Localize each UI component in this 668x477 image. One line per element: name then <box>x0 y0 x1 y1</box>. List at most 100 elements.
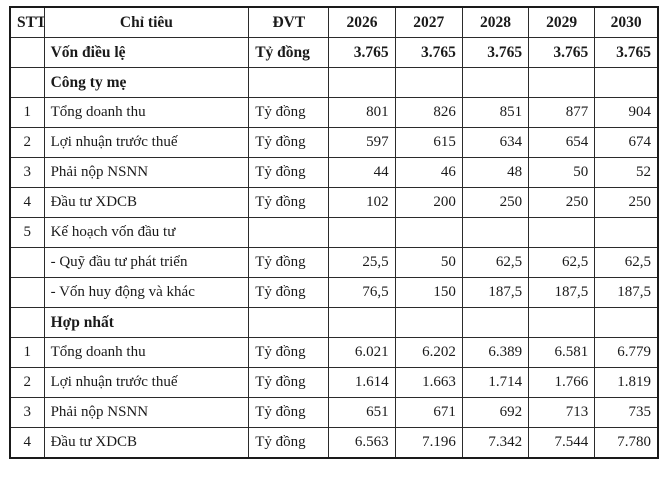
value-cell-2027: 1.663 <box>394 367 463 398</box>
value-cell-2026: 76,5 <box>328 277 396 308</box>
column-header-stt: STT <box>9 6 45 38</box>
value-cell-2029: 50 <box>528 157 596 188</box>
value-cell-2029 <box>528 217 596 248</box>
value-cell-2026: 6.021 <box>328 337 396 368</box>
value-cell-2027: 50 <box>394 247 463 278</box>
value-cell-2027: 671 <box>394 397 463 428</box>
table-row: Hợp nhất <box>9 307 659 338</box>
table-header: STT Chỉ tiêu ĐVT 2026 2027 2028 2029 2030 <box>9 6 659 38</box>
table-row: 3 Phải nộp NSNN Tỷ đồng 651 671 692 713 735 <box>9 397 659 428</box>
unit-cell <box>248 307 330 338</box>
value-cell-2026: 6.563 <box>328 427 396 459</box>
value-cell-2030 <box>594 217 659 248</box>
value-cell-2026: 102 <box>328 187 396 218</box>
value-cell-2027: 6.202 <box>394 337 463 368</box>
table-row: 2 Lợi nhuận trước thuế Tỷ đồng 597 615 634 654… <box>9 127 659 158</box>
value-cell-2030: 62,5 <box>594 247 659 278</box>
table-row: Công ty mẹ <box>9 67 659 98</box>
table-row: 1 Tổng doanh thu Tỷ đồng 801 826 851 877 904 <box>9 97 659 128</box>
table-row: 1 Tổng doanh thu Tỷ đồng 6.021 6.202 6.389 6.5… <box>9 337 659 368</box>
value-cell-2028: 634 <box>461 127 530 158</box>
value-cell-2029: 3.765 <box>528 37 596 68</box>
value-cell-2030 <box>594 307 659 338</box>
value-cell-2027 <box>394 67 463 98</box>
value-cell-2028: 7.342 <box>461 427 530 459</box>
value-cell-2029: 654 <box>528 127 596 158</box>
value-cell-2028: 1.714 <box>461 367 530 398</box>
value-cell-2028 <box>461 217 530 248</box>
value-cell-2029: 62,5 <box>528 247 596 278</box>
column-header-chi-tieu: Chỉ tiêu <box>43 6 250 38</box>
label-cell: Đầu tư XDCB <box>43 187 250 218</box>
value-cell-2030: 250 <box>594 187 659 218</box>
label-cell: Tổng doanh thu <box>43 337 250 368</box>
unit-cell <box>248 217 330 248</box>
table-row: 4 Đầu tư XDCB Tỷ đồng 6.563 7.196 7.342 7.544 7… <box>9 427 659 459</box>
value-cell-2028: 48 <box>461 157 530 188</box>
value-cell-2030: 52 <box>594 157 659 188</box>
stt-cell <box>9 67 45 98</box>
label-cell: - Quỹ đầu tư phát triển <box>43 247 250 278</box>
stt-cell: 3 <box>9 397 45 428</box>
table-row: 4 Đầu tư XDCB Tỷ đồng 102 200 250 250 250 <box>9 187 659 218</box>
value-cell-2030: 674 <box>594 127 659 158</box>
value-cell-2028: 851 <box>461 97 530 128</box>
value-cell-2029 <box>528 67 596 98</box>
value-cell-2026: 3.765 <box>328 37 396 68</box>
value-cell-2029: 7.544 <box>528 427 596 459</box>
stt-cell: 4 <box>9 187 45 218</box>
label-cell: Kế hoạch vốn đầu tư <box>43 217 250 248</box>
unit-cell: Tỷ đồng <box>248 397 330 428</box>
column-header-2030: 2030 <box>594 6 659 38</box>
stt-cell: 2 <box>9 127 45 158</box>
value-cell-2029: 1.766 <box>528 367 596 398</box>
value-cell-2028 <box>461 307 530 338</box>
value-cell-2030: 904 <box>594 97 659 128</box>
label-cell: Lợi nhuận trước thuế <box>43 367 250 398</box>
table-body: Vốn điều lệ Tỷ đồng 3.765 3.765 3.765 3.765 3.… <box>9 37 659 459</box>
value-cell-2029: 6.581 <box>528 337 596 368</box>
label-cell: - Vốn huy động và khác <box>43 277 250 308</box>
stt-cell <box>9 37 45 68</box>
stt-cell <box>9 277 45 308</box>
value-cell-2030: 3.765 <box>594 37 659 68</box>
stt-cell: 3 <box>9 157 45 188</box>
value-cell-2027: 7.196 <box>394 427 463 459</box>
table-row: - Vốn huy động và khác Tỷ đồng 76,5 150 187,… <box>9 277 659 308</box>
unit-cell: Tỷ đồng <box>248 337 330 368</box>
stt-cell: 1 <box>9 337 45 368</box>
value-cell-2027: 615 <box>394 127 463 158</box>
label-cell: Lợi nhuận trước thuế <box>43 127 250 158</box>
value-cell-2029: 187,5 <box>528 277 596 308</box>
stt-cell: 2 <box>9 367 45 398</box>
unit-cell <box>248 67 330 98</box>
value-cell-2026 <box>328 307 396 338</box>
column-header-2029: 2029 <box>528 6 596 38</box>
value-cell-2028: 6.389 <box>461 337 530 368</box>
value-cell-2028: 692 <box>461 397 530 428</box>
unit-cell: Tỷ đồng <box>248 427 330 459</box>
value-cell-2030: 7.780 <box>594 427 659 459</box>
unit-cell: Tỷ đồng <box>248 127 330 158</box>
table-row: 2 Lợi nhuận trước thuế Tỷ đồng 1.614 1.663 1.… <box>9 367 659 398</box>
stt-cell <box>9 247 45 278</box>
value-cell-2029: 713 <box>528 397 596 428</box>
value-cell-2030 <box>594 67 659 98</box>
value-cell-2026: 801 <box>328 97 396 128</box>
value-cell-2029 <box>528 307 596 338</box>
table-row: Vốn điều lệ Tỷ đồng 3.765 3.765 3.765 3.765 3.… <box>9 37 659 68</box>
value-cell-2028: 3.765 <box>461 37 530 68</box>
value-cell-2027 <box>394 307 463 338</box>
unit-cell: Tỷ đồng <box>248 367 330 398</box>
label-cell: Phải nộp NSNN <box>43 397 250 428</box>
unit-cell: Tỷ đồng <box>248 157 330 188</box>
label-cell: Vốn điều lệ <box>43 37 250 68</box>
unit-cell: Tỷ đồng <box>248 97 330 128</box>
value-cell-2028: 187,5 <box>461 277 530 308</box>
label-cell: Đầu tư XDCB <box>43 427 250 459</box>
value-cell-2030: 735 <box>594 397 659 428</box>
value-cell-2026: 44 <box>328 157 396 188</box>
label-cell: Công ty mẹ <box>43 67 250 98</box>
financial-plan-table: STT Chỉ tiêu ĐVT 2026 2027 2028 2029 2030 Vốn đ… <box>9 6 659 459</box>
